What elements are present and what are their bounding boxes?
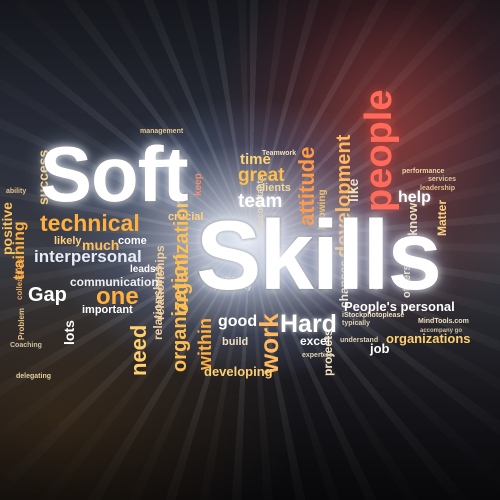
word-people: people (358, 89, 400, 212)
word-leads: leads (130, 264, 156, 275)
word-services: services (428, 176, 457, 183)
word-leadership: leadership (420, 185, 456, 192)
word-keep: keep (193, 173, 204, 196)
word-developing: developing (204, 364, 273, 379)
title-word-skills: Skills (196, 200, 442, 310)
word-relationships-main: relationships (153, 245, 167, 320)
word-understand: understand (340, 337, 379, 344)
word-proficiency: proficiency (214, 284, 252, 291)
word-need: need (126, 324, 151, 376)
word-team: team (238, 191, 283, 212)
word-come: come (118, 235, 147, 247)
word-performance: performance (402, 168, 445, 175)
word-one: one (96, 283, 139, 310)
word-build: build (222, 336, 249, 348)
word-important: important (82, 304, 133, 316)
word-coaching: Coaching (10, 342, 42, 349)
word-accompany: accompany go (420, 328, 463, 334)
word-within: within (195, 318, 215, 370)
word-much: much (82, 237, 120, 253)
word-gap: Gap (28, 284, 67, 306)
word-ability: ability (6, 188, 27, 195)
word-likely: likely (54, 235, 82, 247)
word-blockphoto: iStockphotoplease (342, 312, 405, 319)
word-great: great (238, 165, 285, 186)
word-strategy: strategy (212, 276, 240, 283)
word-clients: clients (256, 182, 291, 194)
word-mindtools: MindTools.com (418, 318, 469, 325)
word-good: good (218, 313, 258, 330)
word-organizations: organizations (386, 331, 471, 346)
word-typically: typically (342, 320, 371, 327)
word-delegating: delegating (16, 373, 52, 380)
word-hard: Hard (280, 310, 337, 338)
title-word-soft: Soft (40, 130, 189, 218)
word-crucial: crucial (168, 211, 204, 223)
reflection-overlay (0, 380, 500, 500)
word-positive: positive (0, 202, 15, 255)
word-expertise: expertise (302, 352, 333, 359)
word-help: help (398, 189, 431, 206)
word-time: time (240, 151, 271, 168)
word-job: job (370, 341, 390, 356)
word-teamwork: Teamwork (262, 150, 297, 157)
word-management: management (140, 128, 184, 135)
word-excel: excel (300, 334, 331, 348)
word-problem: Problem (17, 307, 26, 340)
word-communication: communication (70, 275, 159, 289)
word-peoples-personal: People's personal (344, 299, 455, 314)
word-lots: lots (61, 320, 77, 345)
word-technical: technical (40, 210, 140, 236)
word-interpersonal: interpersonal (34, 247, 142, 266)
